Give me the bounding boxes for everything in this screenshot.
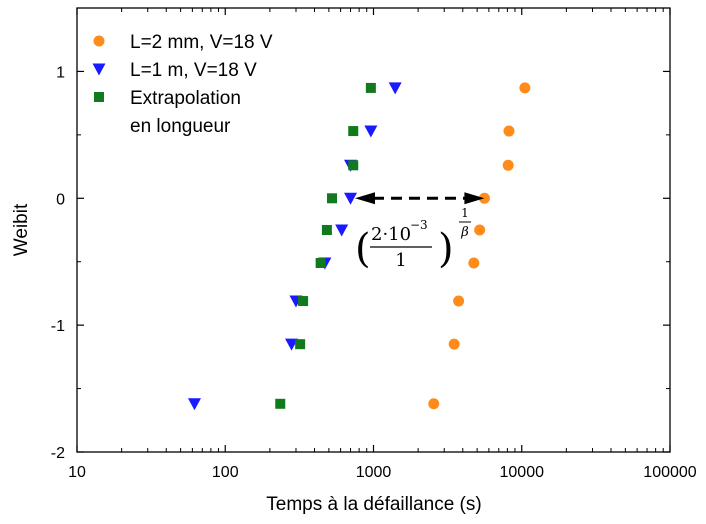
- series-3-point: [275, 398, 286, 409]
- arrow-head-right: [464, 192, 485, 205]
- y-tick-label: 0: [56, 191, 65, 208]
- series-1-point: [519, 82, 531, 94]
- annotation-exponent: −3: [410, 218, 428, 232]
- data-points: [187, 82, 531, 411]
- series-3-point: [298, 296, 309, 307]
- series-3-point: [348, 160, 359, 171]
- legend-marker-1: [93, 35, 105, 47]
- annotation-left-paren: (: [355, 226, 371, 272]
- legend-label-2: L=1 m, V=18 V: [130, 60, 257, 81]
- series-3-point: [348, 126, 359, 137]
- x-tick-label: 100: [212, 464, 239, 481]
- series-2-point: [364, 125, 378, 138]
- legend-label-1: L=2 mm, V=18 V: [130, 32, 273, 53]
- x-tick-label: 1000: [356, 464, 392, 481]
- series-3-point: [315, 257, 326, 268]
- annotation-numerator: 2·10: [371, 224, 411, 245]
- annotation-right-paren: ): [438, 226, 454, 272]
- x-tick-label: 10: [68, 464, 86, 481]
- series-2-point: [335, 224, 349, 237]
- series-1-point: [468, 257, 480, 269]
- legend-label-3: Extrapolation: [130, 88, 241, 109]
- series-2-point: [285, 338, 299, 351]
- axis-ticks: [76, 8, 671, 453]
- annotation-power-denominator: β: [460, 225, 469, 240]
- legend: L=2 mm, V=18 V L=1 m, V=18 V Extrapolation…: [92, 32, 273, 137]
- series-1-point: [503, 125, 515, 137]
- series-3-point: [365, 82, 376, 93]
- x-axis-title: Temps à la défaillance (s): [266, 494, 481, 515]
- legend-marker-2: [92, 63, 106, 76]
- arrow-head-left: [354, 192, 375, 205]
- tick-labels: 10 100 1000 10000 100000 -2 -1 0 1: [51, 64, 697, 481]
- series-1-point: [448, 338, 460, 350]
- series-1-point: [453, 295, 465, 307]
- series-2-point: [187, 398, 201, 411]
- x-tick-label: 10000: [500, 464, 545, 481]
- ratio-annotation: ( 2·10 −3 1 ) 1 β: [354, 192, 485, 272]
- series-1-point: [502, 159, 514, 171]
- legend-label-3: en longueur: [130, 116, 231, 137]
- series-3-point: [327, 193, 338, 204]
- legend-marker-3: [94, 92, 104, 102]
- series-2-point: [388, 82, 402, 95]
- y-tick-label: -1: [51, 318, 65, 335]
- series-1-point: [474, 224, 486, 236]
- y-tick-label: 1: [56, 64, 65, 81]
- y-tick-label: -2: [51, 445, 65, 462]
- series-3-point: [295, 339, 306, 350]
- annotation-power-numerator: 1: [461, 206, 469, 220]
- annotation-denominator: 1: [395, 250, 406, 271]
- series-3-point: [321, 225, 332, 235]
- series-2-point: [344, 192, 358, 205]
- series-1-point: [428, 398, 440, 410]
- x-tick-label: 100000: [643, 464, 696, 481]
- y-axis-title: Weibit: [11, 203, 32, 256]
